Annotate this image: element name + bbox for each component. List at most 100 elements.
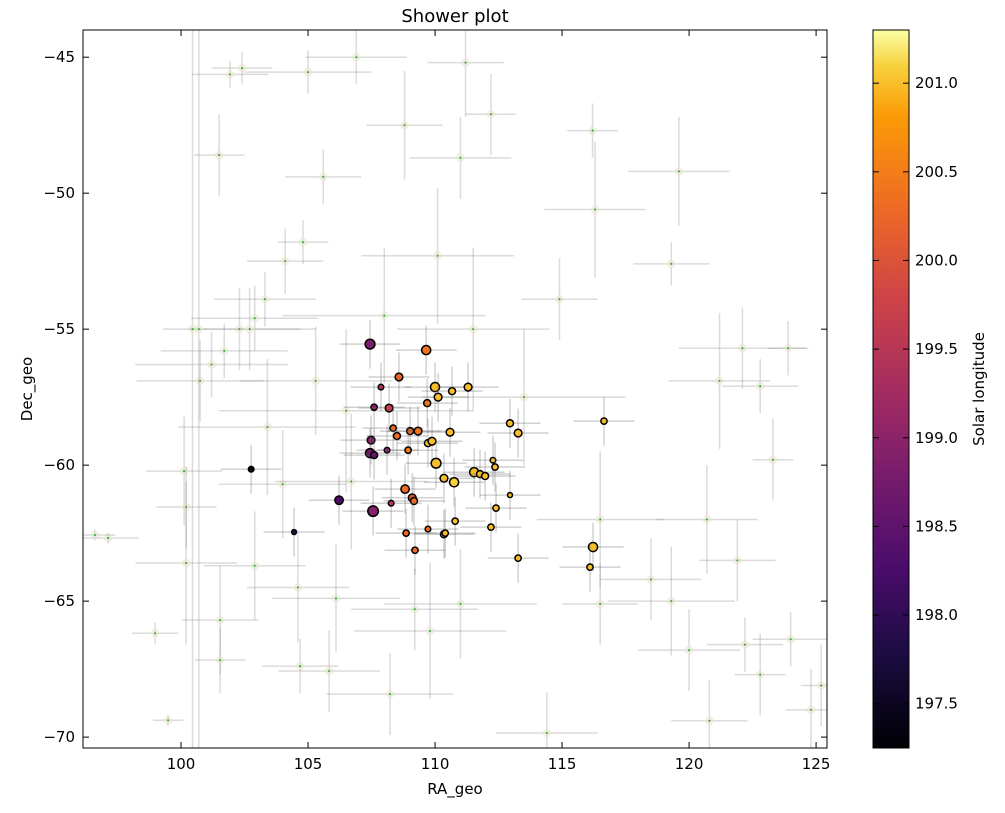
background-dot (472, 328, 475, 331)
shower-marker (445, 427, 455, 437)
background-points (83, 30, 827, 748)
background-dot (383, 314, 386, 317)
plot-frame (82, 29, 828, 749)
colorbar-tick-label: 200.5 (915, 163, 958, 181)
colorbar-tick-label: 200.0 (915, 251, 958, 269)
shower-marker (377, 383, 385, 391)
background-point (305, 30, 408, 85)
shower-point (362, 403, 424, 453)
shower-point (562, 522, 624, 572)
shower-marker (383, 446, 391, 454)
background-point (607, 546, 735, 656)
background-dot (594, 208, 597, 211)
background-point (239, 326, 392, 436)
background-dot (820, 684, 823, 687)
background-dot (403, 124, 406, 127)
shower-marker (413, 426, 423, 436)
background-point (800, 644, 827, 727)
y-tick-label: −65 (43, 592, 75, 610)
shower-marker (491, 463, 499, 471)
shower-point (374, 464, 436, 514)
background-dot (296, 586, 299, 589)
shower-marker (364, 338, 376, 350)
shower-point (220, 444, 282, 494)
shower-point (479, 398, 541, 448)
x-tick-label: 105 (294, 755, 323, 773)
shower-marker (334, 495, 344, 506)
background-point (145, 416, 223, 526)
background-point (521, 258, 598, 341)
background-dot (266, 426, 269, 429)
background-dot (670, 600, 673, 603)
shower-point (397, 504, 459, 554)
x-tick-label: 120 (675, 755, 704, 773)
background-dot (167, 719, 170, 722)
background-dot (334, 597, 337, 600)
background-point (638, 609, 740, 691)
background-point (752, 612, 827, 667)
background-point (285, 149, 362, 205)
background-dot (199, 379, 202, 382)
shower-marker (505, 419, 515, 428)
background-dot (219, 619, 222, 622)
background-dot (322, 175, 325, 178)
background-dot (299, 665, 302, 668)
shower-marker (513, 428, 523, 438)
shower-point (449, 449, 511, 499)
background-dot (219, 659, 222, 662)
background-dot (389, 693, 392, 696)
shower-point (487, 533, 549, 583)
shower-point (413, 453, 475, 503)
background-dot (649, 578, 652, 581)
shower-points (220, 319, 635, 592)
y-tick-label: −55 (43, 320, 75, 338)
shower-marker (480, 471, 490, 481)
shower-marker (290, 528, 298, 536)
background-dot (759, 673, 762, 676)
shower-marker (451, 517, 460, 526)
background-dot (241, 67, 244, 70)
shower-point (465, 483, 527, 533)
background-point (671, 680, 748, 748)
x-tick-label: 115 (548, 755, 577, 773)
shower-point (419, 407, 481, 457)
background-dot (741, 347, 744, 350)
shower-marker (384, 403, 394, 413)
shower-point (424, 496, 486, 546)
shower-point (414, 508, 476, 558)
background-point (194, 627, 246, 693)
shower-point (559, 542, 621, 592)
background-point (396, 247, 550, 411)
axes: 100 105 110 115 120 125 −45 −50 −55 −60 −65 −70 (43, 30, 830, 773)
shower-marker (433, 392, 443, 402)
shower-marker (489, 456, 497, 464)
background-dot (253, 564, 256, 567)
shower-point (401, 416, 463, 466)
background-dot (301, 241, 304, 244)
x-tick-label: 100 (167, 755, 196, 773)
background-point (272, 544, 400, 653)
background-dot (789, 638, 792, 641)
shower-point (487, 408, 549, 458)
shower-marker (441, 529, 450, 538)
shower-marker (369, 450, 379, 460)
colorbar-tick-label: 199.5 (915, 340, 958, 358)
shower-marker (394, 372, 404, 382)
shower-marker (366, 435, 376, 445)
shower-marker (492, 504, 500, 513)
background-dot (263, 298, 266, 301)
shower-point (404, 362, 466, 412)
background-dot (428, 630, 431, 633)
shower-point (464, 442, 526, 492)
background-point (567, 103, 618, 158)
shower-marker (400, 484, 411, 495)
shower-marker (600, 417, 608, 425)
background-point (247, 533, 349, 642)
shower-marker (586, 563, 594, 572)
shower-point (377, 425, 439, 475)
shower-point (308, 475, 370, 525)
background-dot (154, 632, 157, 635)
chart-title: Shower plot (401, 6, 508, 27)
shower-marker (463, 382, 473, 392)
background-point (282, 247, 486, 384)
